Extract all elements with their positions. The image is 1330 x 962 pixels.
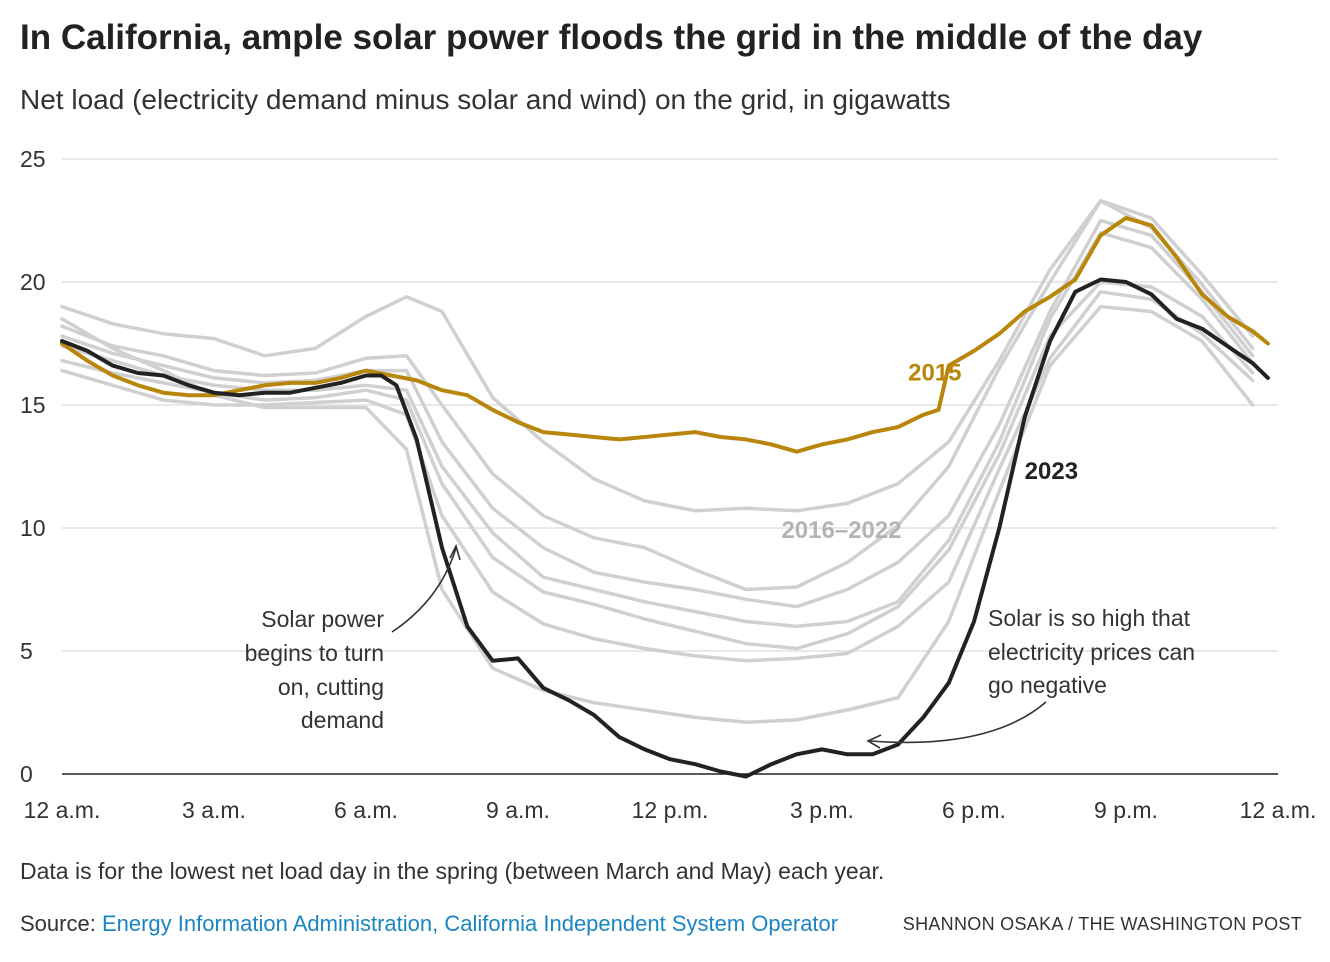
annotation-line: Solar power: [261, 606, 384, 632]
arrow-head-icon: [449, 543, 461, 561]
series-lines: [60, 199, 1270, 779]
series-line-2023: [60, 277, 1270, 779]
series-line-2016-2022: [60, 304, 1255, 725]
y-tick-label: 25: [20, 146, 46, 172]
x-tick-label: 6 a.m.: [334, 797, 398, 823]
y-tick-label: 20: [20, 269, 46, 295]
series-line-2016-2022: [60, 280, 1255, 651]
series-label-2016-2022: 2016–2022: [781, 517, 901, 544]
source-links[interactable]: Energy Information Administration, Calif…: [101, 911, 839, 936]
x-tick-label: 12 a.m.: [1240, 797, 1317, 823]
annotation-arrow: [391, 547, 457, 633]
gridlines: [62, 158, 1278, 775]
series-label-2023: 2023: [1025, 458, 1078, 485]
series-line-2016-2022: [60, 231, 1255, 629]
series-line-2016-2022: [60, 199, 1255, 513]
source-line: Source: Energy Information Administratio…: [20, 911, 838, 937]
source-prefix: Source:: [20, 911, 102, 936]
annotation-line: on, cutting: [278, 674, 384, 700]
annotation-line: electricity prices can: [988, 639, 1195, 665]
series-line-2015: [60, 216, 1270, 454]
footnote: Data is for the lowest net load day in t…: [20, 858, 885, 884]
arrow-head-icon: [866, 734, 882, 749]
series-line-2016-2022: [60, 290, 1255, 663]
chart-title: In California, ample solar power floods …: [20, 18, 1203, 57]
x-tick-label: 9 a.m.: [486, 797, 550, 823]
series-line-2016-2022: [60, 218, 1255, 609]
annotation-line: begins to turn: [245, 640, 384, 666]
annotation-arrow: [869, 701, 1047, 744]
y-axis-tick-labels: 0 5 10 15 20 25: [20, 146, 46, 787]
x-tick-label: 3 a.m.: [182, 797, 246, 823]
x-tick-label: 12 p.m.: [632, 797, 709, 823]
y-tick-label: 10: [20, 515, 46, 541]
series-label-2015: 2015: [908, 359, 961, 386]
byline-credit: SHANNON OSAKA / THE WASHINGTON POST: [902, 914, 1302, 934]
series-line-2016-2022: [60, 199, 1255, 592]
chart-subtitle: Net load (electricity demand minus solar…: [20, 84, 951, 115]
y-tick-label: 15: [20, 392, 46, 418]
annotation-solar-high: Solar is so high that electricity prices…: [866, 605, 1195, 749]
net-load-chart: 0 5 10 15 20 25 12 a.m. 3 a.m. 6 a.m. 9 a.m. 12 p…: [20, 146, 1317, 823]
annotation-line: go negative: [988, 672, 1107, 698]
y-tick-label: 0: [20, 761, 33, 787]
y-tick-label: 5: [20, 638, 33, 664]
x-tick-label: 6 p.m.: [942, 797, 1006, 823]
annotation-line: demand: [301, 707, 384, 733]
x-tick-label: 3 p.m.: [790, 797, 854, 823]
x-axis-tick-labels: 12 a.m. 3 a.m. 6 a.m. 9 a.m. 12 p.m. 3 p.m. 6 …: [24, 797, 1317, 823]
x-tick-label: 12 a.m.: [24, 797, 101, 823]
annotation-solar-begins: Solar power begins to turn on, cutting d…: [245, 543, 461, 733]
annotation-line: Solar is so high that: [988, 605, 1191, 631]
x-tick-label: 9 p.m.: [1094, 797, 1158, 823]
